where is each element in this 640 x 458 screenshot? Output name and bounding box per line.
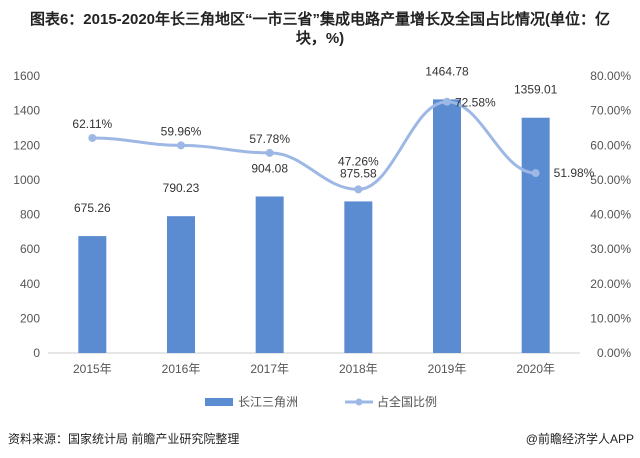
legend-line-label: 占全国比例 (377, 394, 437, 409)
bar (167, 216, 195, 353)
y-tick-label: 200 (20, 311, 40, 325)
bar-label: 904.08 (251, 161, 288, 175)
y-tick-label: 0 (33, 346, 40, 360)
line-label: 57.78% (249, 132, 290, 146)
bar (521, 117, 550, 353)
chart-title: 图表6：2015-2020年长三角地区“一市三省”集成电路产量增长及全国占比情况… (29, 11, 611, 47)
line-label: 59.96% (161, 124, 202, 138)
line-point (88, 133, 97, 142)
y2-tick-label: 80.00% (590, 69, 631, 83)
y-tick-label: 1600 (13, 69, 40, 83)
x-tick-label: 2017年 (250, 362, 289, 376)
bar (433, 99, 461, 353)
x-tick-label: 2016年 (162, 362, 201, 376)
y2-tick-label: 0.00% (597, 346, 631, 360)
x-tick-label: 2015年 (73, 362, 112, 376)
y2-tick-label: 50.00% (590, 173, 631, 187)
y2-tick-label: 70.00% (590, 104, 631, 118)
line-point (265, 148, 274, 157)
legend-line-marker (355, 398, 363, 406)
y-tick-label: 400 (20, 277, 40, 291)
source-note: 资料来源：国家统计局 前瞻产业研究院整理 (8, 432, 240, 446)
bar-label: 875.58 (340, 166, 377, 180)
line-point (354, 185, 363, 194)
x-tick-label: 2019年 (428, 362, 467, 376)
legend-bar-label: 长江三角洲 (238, 395, 298, 409)
legend-bar-swatch (205, 398, 233, 406)
line-series (92, 100, 536, 191)
y-tick-label: 1000 (13, 173, 40, 187)
y-tick-label: 600 (20, 242, 40, 256)
y2-tick-label: 40.00% (590, 208, 631, 222)
line-label: 72.58% (455, 96, 496, 110)
x-tick-label: 2018年 (339, 362, 378, 376)
y2-tick-label: 30.00% (590, 242, 631, 256)
chart-svg: 0 200 400 600 800 1000 1200 1400 1600 0.00% 10.00%… (13, 64, 631, 409)
brand-credit: @前瞻经济学人APP (525, 432, 634, 446)
bar-label: 1464.78 (425, 64, 469, 78)
bar (78, 236, 107, 353)
y-tick-label: 1400 (13, 104, 40, 118)
y2-tick-label: 10.00% (590, 311, 631, 325)
bar (344, 201, 373, 353)
line-point (531, 169, 540, 178)
x-tick-label: 2020年 (516, 362, 555, 376)
bar-label: 790.23 (163, 181, 200, 195)
y2-tick-label: 60.00% (590, 138, 631, 152)
y2-tick-label: 20.00% (590, 277, 631, 291)
line-point (177, 141, 185, 150)
bar-label: 1359.01 (514, 83, 558, 97)
bar-label: 675.26 (74, 201, 111, 215)
line-label: 47.26% (338, 154, 379, 168)
line-label: 62.11% (72, 117, 112, 131)
bar (255, 196, 284, 353)
line-point (443, 97, 451, 106)
y-tick-label: 1200 (13, 138, 40, 152)
line-label: 51.98% (554, 166, 595, 180)
y-tick-label: 800 (20, 208, 40, 222)
